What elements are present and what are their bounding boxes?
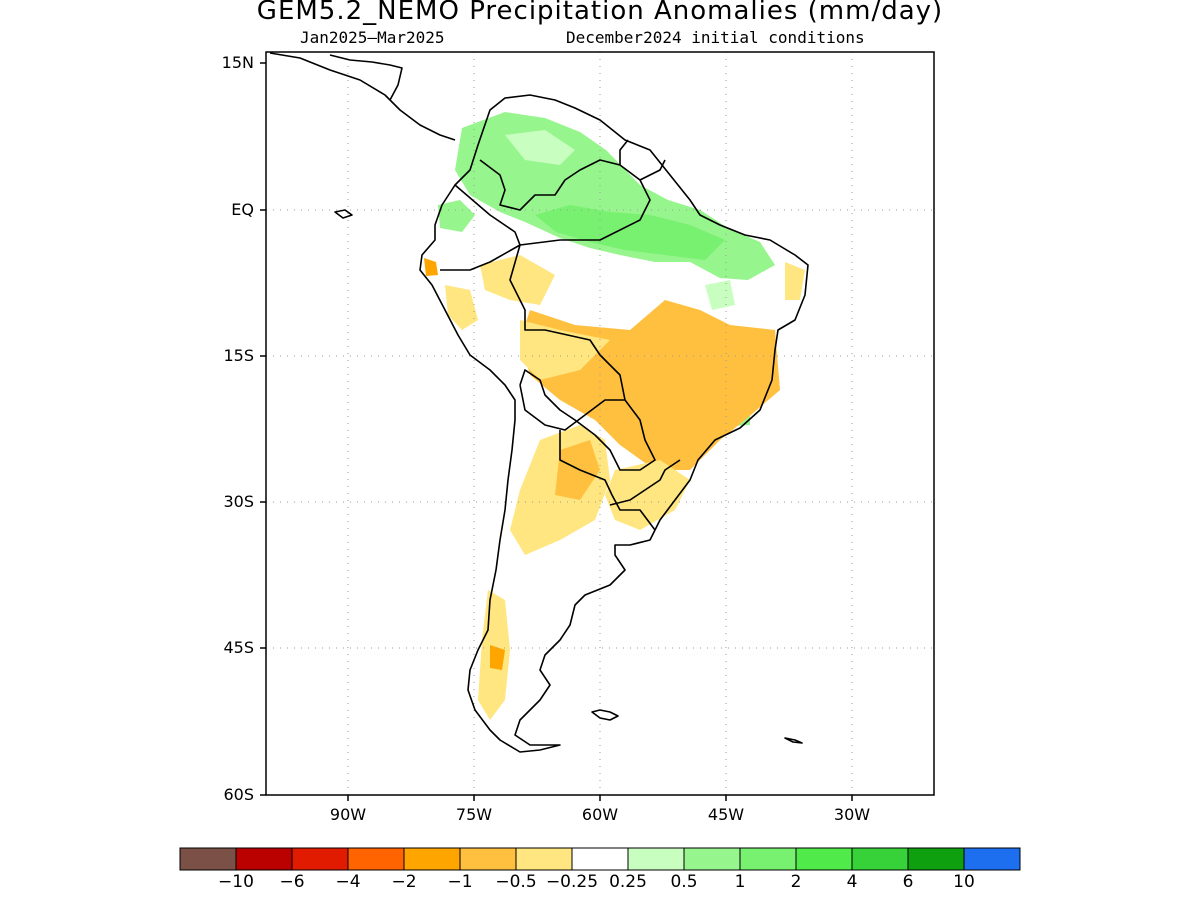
galapagos [334,209,353,219]
graticule [266,52,934,795]
lon-label-75w: 75W [455,805,493,824]
negative-anomaly-peru [445,285,478,330]
negative-anomaly-chile-south-dark [490,645,505,670]
lon-label-45w: 45W [707,805,745,824]
coastlines [269,52,809,753]
positive-anomaly-core [535,205,725,260]
colorbar-swatch [851,847,909,871]
positive-anomaly-west [438,200,475,232]
colorbar-label: −4 [335,872,361,892]
colorbar-swatch [571,847,629,871]
colorbar-label: 1 [734,872,746,892]
negative-anomaly-ne-brazil [785,262,805,300]
colorbar-swatch [795,847,853,871]
colorbar-label: −0.25 [545,872,599,892]
central-america-coastline [269,52,456,141]
subtitle-period: Jan2025–Mar2025 [300,28,445,47]
lat-label-15n: 15N [221,53,254,72]
colorbar-swatch [179,847,237,871]
colorbar-label: 2 [790,872,802,892]
colorbar-label: 6 [902,872,914,892]
colorbar-swatch [459,847,517,871]
lat-label-30s: 30S [223,492,254,511]
axis-ticks [260,62,853,801]
negative-anomaly-argentina-core [555,440,600,500]
negative-anomaly-light-central [520,320,610,380]
subtitle-initial-conditions: December2024 initial conditions [566,28,865,47]
colorbar-swatch [515,847,573,871]
lat-label-15s: 15S [223,346,254,365]
negative-anomaly-peru-dark [424,258,438,276]
chart-title: GEM5.2_NEMO Precipitation Anomalies (mm/… [256,0,944,26]
colorbar-swatch [291,847,349,871]
colorbar-label: 4 [846,872,858,892]
colorbar-swatch [907,847,965,871]
colorbar-label: 0.25 [609,872,647,892]
positive-anomaly-ne [705,280,735,310]
colorbar-swatch [347,847,405,871]
anomaly-shading [424,112,805,720]
colorbar-swatch [739,847,797,871]
country-borders [440,139,681,531]
colorbar-swatch [627,847,685,871]
negative-anomaly-brazil-se [605,460,690,530]
negative-anomaly-light-ring [480,255,555,305]
colorbar-label: −2 [391,872,417,892]
falkland-islands [591,709,619,721]
lon-label-60w: 60W [581,805,619,824]
lat-label-60s: 60S [223,785,254,804]
lon-label-30w: 30W [833,805,871,824]
south-america-coastline [419,94,809,753]
colorbar-swatch [683,847,741,871]
colorbar-label: 0.5 [670,872,698,892]
south-georgia [784,737,803,744]
colorbar-label: 10 [953,872,975,892]
colorbar-label: −0.5 [495,872,537,892]
colorbar-swatch [403,847,461,871]
lat-label-45s: 45S [223,638,254,657]
lon-label-90w: 90W [329,805,367,824]
colorbar-swatch [963,847,1021,871]
colorbar-label: −6 [279,872,305,892]
colorbar-swatch [235,847,293,871]
positive-anomaly-light [505,130,575,165]
lat-label-eq: EQ [231,200,254,219]
colorbar-label: −1 [447,872,473,892]
colorbar [179,847,1021,871]
colorbar-label: −10 [218,872,254,892]
